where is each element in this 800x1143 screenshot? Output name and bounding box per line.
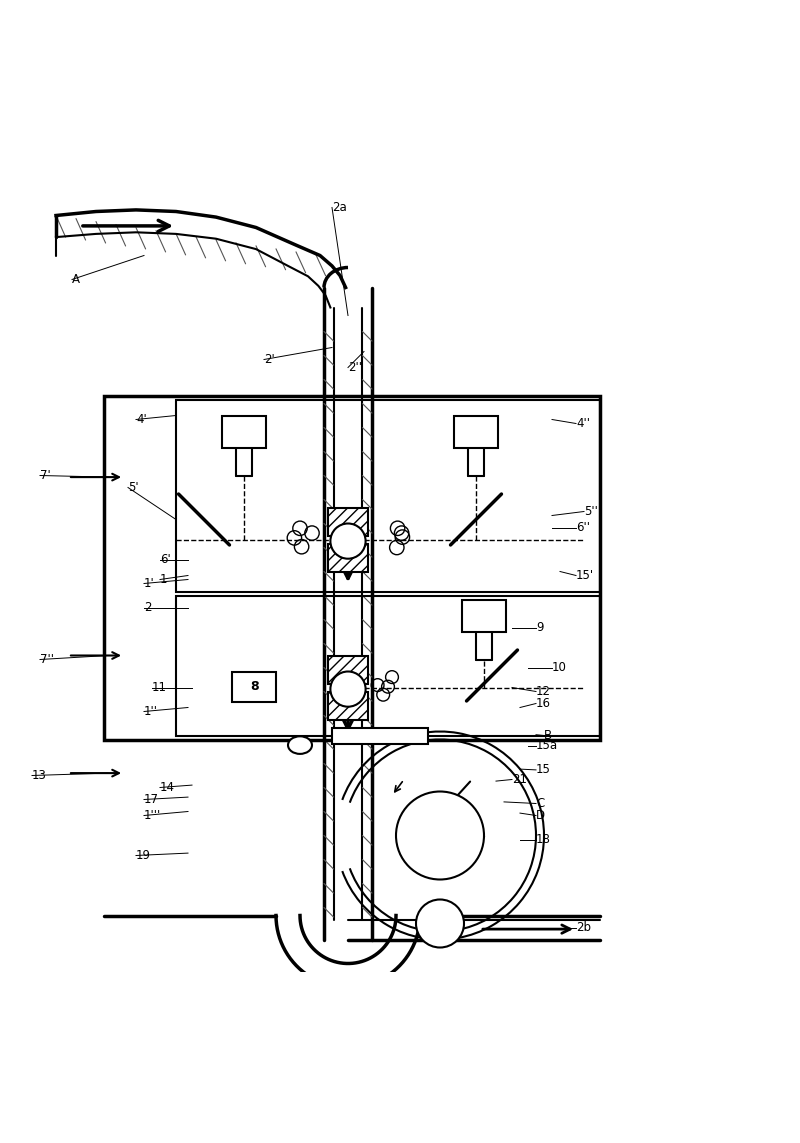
Bar <box>328 692 368 719</box>
Bar <box>462 599 506 631</box>
Text: B: B <box>544 729 552 742</box>
Text: 11: 11 <box>152 681 167 694</box>
Text: 12: 12 <box>536 685 551 698</box>
Text: 2b: 2b <box>576 921 591 934</box>
Text: 5': 5' <box>128 481 138 494</box>
Text: 2'': 2'' <box>348 361 362 374</box>
Text: 18: 18 <box>536 833 551 846</box>
Text: 5'': 5'' <box>584 505 598 518</box>
Text: 21: 21 <box>512 773 527 786</box>
Circle shape <box>396 791 484 879</box>
Bar <box>232 671 276 702</box>
Text: 16: 16 <box>536 697 551 710</box>
Text: D: D <box>536 809 545 822</box>
Text: 1': 1' <box>144 577 154 590</box>
Circle shape <box>330 671 366 706</box>
Bar <box>104 395 600 740</box>
Text: 2a: 2a <box>332 201 346 214</box>
Bar <box>328 544 368 572</box>
Text: 4': 4' <box>136 413 146 426</box>
Bar <box>454 416 498 448</box>
Text: 7'': 7'' <box>40 653 54 666</box>
Text: 15': 15' <box>576 569 594 582</box>
Text: 1''': 1''' <box>144 809 162 822</box>
Text: 6'': 6'' <box>576 521 590 534</box>
Text: 9: 9 <box>536 621 543 634</box>
Text: 14: 14 <box>160 781 175 794</box>
Text: 13: 13 <box>32 769 47 782</box>
Text: 15: 15 <box>536 764 551 776</box>
Bar <box>176 400 600 591</box>
Text: A: A <box>72 273 80 286</box>
Circle shape <box>330 523 366 559</box>
Bar <box>332 727 428 743</box>
Text: 6': 6' <box>160 553 170 566</box>
Text: 1'': 1'' <box>144 705 158 718</box>
Bar <box>328 655 368 684</box>
Text: 2: 2 <box>144 601 151 614</box>
Circle shape <box>416 900 464 948</box>
Text: 7': 7' <box>40 469 50 482</box>
Bar <box>176 596 600 735</box>
Text: 15a: 15a <box>536 740 558 752</box>
Ellipse shape <box>288 736 312 754</box>
Text: 2': 2' <box>264 353 274 366</box>
Text: 8: 8 <box>250 680 258 693</box>
Text: 1: 1 <box>160 573 167 586</box>
Text: C: C <box>536 797 544 810</box>
Bar <box>328 507 368 536</box>
Text: 19: 19 <box>136 849 151 862</box>
Bar <box>222 416 266 448</box>
Text: 10: 10 <box>552 661 567 674</box>
Text: 17: 17 <box>144 793 159 806</box>
Text: 4'': 4'' <box>576 417 590 430</box>
